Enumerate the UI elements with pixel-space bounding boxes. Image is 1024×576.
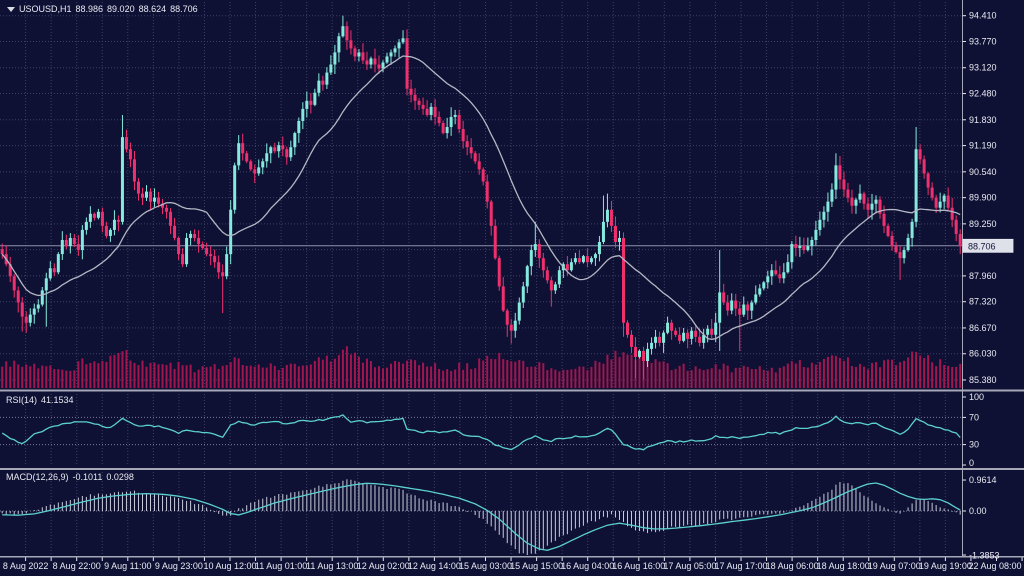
axis-label: 15 Aug 15:00 — [510, 561, 563, 571]
axis-label: 15 Aug 03:00 — [459, 561, 512, 571]
axis-label: 17 Aug 05:00 — [663, 561, 716, 571]
axis-label: 11 Aug 01:00 — [255, 561, 307, 571]
bid-price-box: 88.706 — [962, 238, 1014, 253]
grid — [0, 2, 962, 555]
axis-label: 0.9614 — [969, 475, 997, 485]
axis-label: 89.900 — [969, 193, 997, 203]
axis-label: 9 Aug 23:00 — [155, 561, 203, 571]
axis-label: 19 Aug 07:00 — [868, 561, 921, 571]
axis-label: 86.030 — [969, 349, 997, 359]
macd-name: MACD(12,26,9) — [6, 472, 69, 482]
axis-label: 90.540 — [969, 167, 997, 177]
axis-label: 87.320 — [969, 297, 997, 307]
axis-label: 8 Aug 22:00 — [53, 561, 101, 571]
ohlc-high: 89.020 — [107, 4, 135, 14]
rsi-indicator-label: RSI(14) 41.1534 — [6, 395, 78, 406]
indicator-levels — [0, 416, 962, 512]
axis-label: 22 Aug 08:00 — [968, 561, 1021, 571]
axis-label: 10 Aug 12:00 — [203, 561, 256, 571]
macd-signal-line — [2, 482, 961, 551]
rsi-name: RSI(14) — [6, 395, 38, 405]
axis-label: 92.480 — [969, 89, 997, 99]
macd-signal-value: 0.0298 — [106, 472, 134, 482]
axis-label: 19 Aug 19:00 — [919, 561, 972, 571]
symbol-ohlc-line[interactable]: USOUSD,H1 88.986 89.020 88.624 88.706 — [7, 4, 202, 15]
axis-label: 89.250 — [969, 219, 997, 229]
time-axis[interactable]: 8 Aug 2022 8 Aug 22:00 9 Aug 11:00 9 Aug 23… — [3, 557, 1023, 572]
rsi-value: 41.1534 — [41, 395, 74, 405]
axis-label: 93.120 — [969, 63, 997, 73]
macd-indicator-label: MACD(12,26,9) -0.1011 0.0298 — [6, 472, 138, 483]
panel-separator[interactable] — [0, 556, 1024, 558]
axis-label: 12 Aug 14:00 — [408, 561, 461, 571]
ohlc-open: 88.986 — [75, 4, 104, 14]
axis-label: 30 — [969, 440, 979, 450]
ohlc-close: 88.706 — [170, 4, 198, 14]
axis-label: 100 — [969, 392, 984, 402]
axis-label: 94.410 — [969, 11, 997, 21]
axis-label: 16 Aug 04:00 — [561, 561, 614, 571]
axis-label: 91.190 — [969, 141, 997, 151]
panel-separator[interactable] — [0, 468, 1024, 470]
axis-label: 88.706 — [968, 241, 996, 251]
axis-label: 86.670 — [969, 323, 997, 333]
axis-label: 70 — [969, 412, 979, 422]
axis-label: 93.770 — [969, 37, 997, 47]
axis-label: -1.3853 — [969, 551, 1000, 561]
panel-separator[interactable] — [0, 389, 1024, 392]
axis-label: 0.00 — [969, 506, 987, 516]
axis-label: 9 Aug 11:00 — [104, 561, 151, 571]
axis-label: 16 Aug 16:00 — [612, 561, 665, 571]
axis-label: 85.380 — [969, 375, 997, 385]
axis-label: 11 Aug 13:00 — [306, 561, 358, 571]
rsi-line — [1, 414, 961, 451]
axis-label: 8 Aug 2022 — [3, 561, 49, 571]
moving-average-line — [1, 55, 961, 340]
axis-label: 87.960 — [969, 271, 997, 281]
ohlc-low: 88.624 — [138, 4, 167, 14]
axis-label: 18 Aug 06:00 — [766, 561, 819, 571]
symbol-name: USOUSD,H1 — [19, 4, 72, 14]
axis-label: 91.830 — [969, 115, 997, 125]
axis-label: 12 Aug 02:00 — [357, 561, 410, 571]
axis-label: 0 — [969, 458, 974, 468]
axis-label: 18 Aug 18:00 — [817, 561, 870, 571]
axis-label: 17 Aug 17:00 — [714, 561, 767, 571]
macd-main-value: -0.1011 — [72, 472, 103, 482]
candles — [0, 15, 962, 380]
symbol-dropdown-icon[interactable] — [7, 7, 15, 12]
